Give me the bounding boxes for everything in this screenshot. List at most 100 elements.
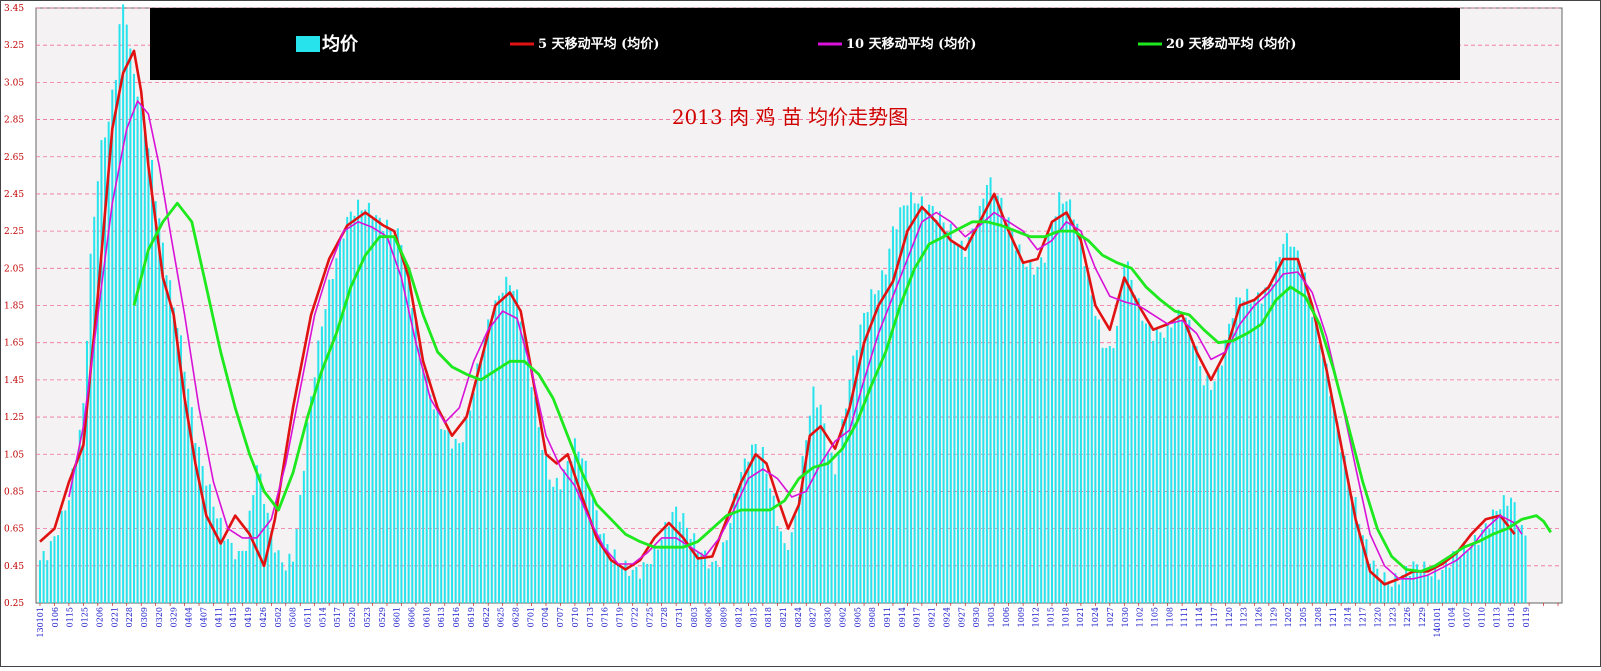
price-bar [891, 226, 894, 603]
price-bar [1307, 293, 1310, 603]
price-bar [1137, 298, 1140, 603]
price-bar [266, 512, 269, 603]
price-bar [161, 242, 164, 603]
price-bar [1242, 300, 1245, 603]
price-bar [230, 542, 233, 603]
price-bar [1112, 348, 1115, 603]
price-bar [382, 231, 385, 603]
price-bar [635, 566, 638, 603]
x-tick-label: 0701 [526, 607, 535, 627]
price-bar [577, 451, 580, 603]
price-bar [469, 410, 472, 603]
x-tick-label: 1211 [1329, 607, 1338, 627]
price-bar [1376, 568, 1379, 603]
price-bar [1202, 385, 1205, 603]
price-bar [1025, 266, 1028, 603]
price-bar [855, 350, 858, 603]
x-tick-label: 0704 [541, 607, 550, 627]
x-tick-label: 1208 [1314, 607, 1323, 627]
price-bar [657, 549, 660, 603]
x-tick-label: 0719 [616, 607, 625, 627]
price-bar [595, 510, 598, 603]
price-bar [357, 199, 360, 603]
price-bar [458, 443, 461, 603]
price-bar [1126, 261, 1129, 603]
price-bar [949, 223, 952, 603]
price-bar [143, 133, 146, 603]
price-bar [1477, 544, 1480, 603]
price-bar [212, 506, 215, 603]
x-tick-label: 0902 [838, 607, 847, 627]
price-bar [78, 429, 81, 603]
price-bar [404, 260, 407, 603]
price-bar [913, 203, 916, 603]
price-bar [675, 506, 678, 603]
y-tick-label: 0.25 [4, 599, 24, 609]
price-bar [1220, 365, 1223, 603]
price-bar [39, 560, 41, 603]
x-tick-label: 0320 [155, 607, 164, 627]
price-bar [1322, 358, 1325, 603]
price-bar [317, 340, 320, 603]
price-bar [476, 363, 479, 603]
price-bar [790, 532, 793, 603]
legend-item-avg-price: 均价 [296, 33, 359, 55]
price-bar [1401, 574, 1404, 603]
price-bar [107, 121, 110, 603]
price-bar [649, 563, 652, 603]
price-bar [906, 205, 909, 603]
price-bar [1238, 297, 1241, 603]
price-bar [826, 452, 829, 603]
price-bar [1246, 288, 1249, 603]
price-bar [1495, 510, 1498, 603]
price-bar [1253, 300, 1256, 603]
price-bar [302, 470, 305, 603]
price-bar [700, 552, 703, 603]
price-bar [978, 205, 981, 604]
price-bar [942, 222, 945, 603]
price-bar [396, 228, 399, 603]
price-bar [534, 397, 537, 603]
y-tick-label: 2.25 [4, 227, 24, 237]
price-bar [375, 215, 378, 603]
price-bar [1141, 320, 1144, 603]
price-bar [1119, 292, 1122, 603]
price-bar [508, 285, 511, 603]
price-bar [960, 240, 963, 603]
price-bar [682, 513, 685, 603]
price-bar [1217, 367, 1220, 603]
price-bar [176, 328, 179, 603]
price-bar [957, 245, 960, 603]
price-bar [1177, 309, 1180, 603]
price-bar [718, 566, 721, 603]
x-tick-label: 1229 [1418, 607, 1427, 627]
x-tick-label: 0104 [1448, 607, 1457, 627]
price-bar [1264, 287, 1267, 603]
price-bar [985, 185, 988, 603]
price-bar [389, 228, 392, 603]
price-bar [1372, 560, 1375, 603]
price-bar [407, 271, 410, 603]
price-bar [924, 211, 927, 603]
price-bar [461, 442, 464, 603]
price-bar [1032, 274, 1035, 603]
price-bar [132, 73, 135, 603]
price-bar [194, 443, 197, 603]
y-tick-label: 1.45 [4, 376, 24, 386]
price-bar [1249, 303, 1252, 603]
price-bar [82, 403, 85, 603]
price-bar [140, 102, 143, 603]
price-bar [60, 511, 63, 603]
price-bar [707, 568, 710, 603]
price-bar [1437, 579, 1440, 603]
price-bar [704, 550, 707, 603]
legend-item-ma20: 20 天移动平均 (均价) [1138, 36, 1296, 52]
price-bar [1405, 565, 1408, 603]
x-tick-label: 1021 [1076, 607, 1085, 627]
price-bar [837, 454, 840, 603]
price-bar [346, 216, 349, 603]
x-tick-label: 1012 [1032, 607, 1041, 627]
price-bar [841, 418, 844, 603]
